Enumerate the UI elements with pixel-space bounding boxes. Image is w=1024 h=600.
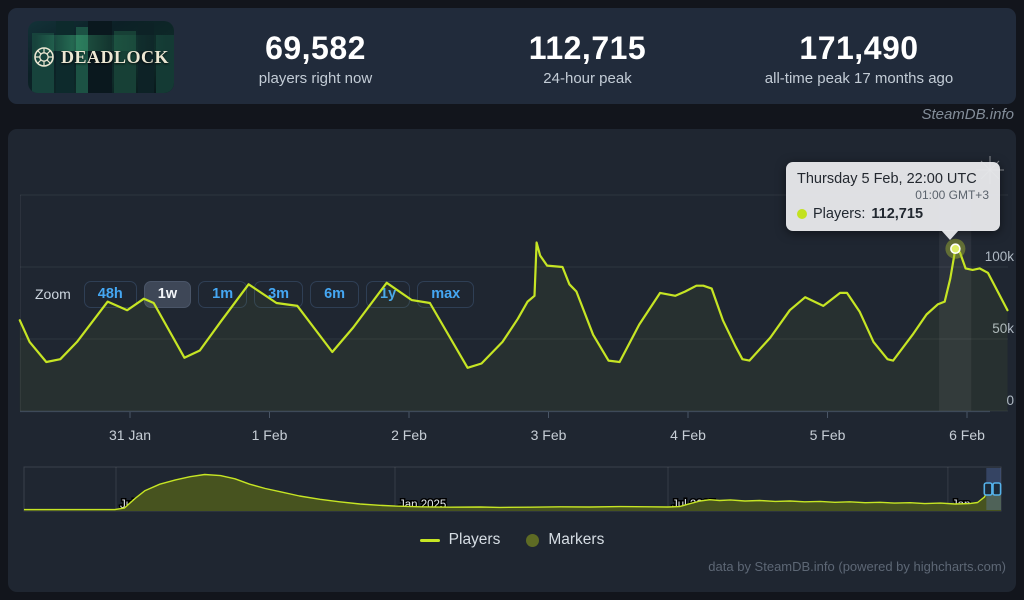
tooltip-pointer bbox=[941, 230, 959, 240]
y-axis-label: 100k bbox=[985, 249, 1015, 264]
zoom-button-6m[interactable]: 6m bbox=[310, 281, 360, 308]
alltime-peak-label: all-time peak 17 months ago bbox=[764, 69, 954, 87]
players-line bbox=[18, 241, 1009, 369]
navigator-handle-left[interactable] bbox=[983, 482, 993, 496]
logo-building bbox=[88, 21, 112, 93]
tooltip-series-dot-icon bbox=[797, 209, 807, 219]
logo-title: DEADLOCK bbox=[60, 46, 169, 67]
y-axis-label: 0 bbox=[1006, 393, 1014, 408]
tooltip-series-label: Players: bbox=[813, 206, 866, 222]
x-axis-label: 31 Jan bbox=[109, 427, 151, 443]
zoom-button-3m[interactable]: 3m bbox=[254, 281, 304, 308]
zoom-button-48h[interactable]: 48h bbox=[83, 281, 137, 308]
x-axis-label: 3 Feb bbox=[531, 427, 567, 443]
legend-players-label: Players bbox=[448, 531, 501, 548]
header-card: DEADLOCK 69,582 players right now 112,71… bbox=[8, 8, 1016, 104]
zoom-label: Zoom bbox=[35, 286, 71, 302]
logo-building bbox=[56, 21, 74, 93]
y-axis-label: 50k bbox=[992, 321, 1014, 336]
current-players-value: 69,582 bbox=[265, 30, 366, 66]
legend-markers-label: Markers bbox=[548, 531, 605, 548]
x-axis-label: 1 Feb bbox=[252, 427, 288, 443]
navigator-handle-right[interactable] bbox=[992, 482, 1002, 496]
x-axis-label: 4 Feb bbox=[670, 427, 706, 443]
zoom-button-1w[interactable]: 1w bbox=[143, 281, 192, 308]
logo-building bbox=[138, 23, 154, 93]
navigator-area bbox=[24, 474, 1001, 511]
chart-legend: Players Markers bbox=[0, 531, 1024, 549]
24h-peak-label: 24-hour peak bbox=[543, 69, 632, 87]
zoom-button-1m[interactable]: 1m bbox=[198, 281, 248, 308]
legend-item-markers[interactable]: Markers bbox=[526, 531, 604, 549]
stat-alltime-peak: 171,490 all-time peak 17 months ago bbox=[724, 30, 994, 87]
zoom-toolbar: Zoom 48h 1w 1m 3m 6m 1y max bbox=[35, 281, 475, 308]
players-line-swatch-icon bbox=[419, 538, 440, 542]
deadlock-emblem-icon bbox=[34, 47, 54, 67]
tooltip-players-value: 112,715 bbox=[871, 206, 924, 222]
logo-building bbox=[114, 31, 136, 93]
current-players-label: players right now bbox=[258, 69, 373, 87]
tooltip-local-time: 01:00 GMT+3 bbox=[915, 188, 989, 202]
tooltip-title: Thursday 5 Feb, 22:00 UTC bbox=[797, 171, 977, 187]
legend-item-players[interactable]: Players bbox=[419, 531, 501, 549]
x-axis-label: 6 Feb bbox=[949, 427, 985, 443]
zoom-button-max[interactable]: max bbox=[417, 281, 475, 308]
logo-building bbox=[32, 33, 54, 93]
zoom-button-1y[interactable]: 1y bbox=[366, 281, 411, 308]
hover-marker bbox=[950, 243, 961, 254]
stat-current-players: 69,582 players right now bbox=[213, 30, 418, 87]
x-axis-label: 5 Feb bbox=[810, 427, 846, 443]
navigator-line bbox=[24, 473, 1002, 511]
x-axis-label: 2 Feb bbox=[391, 427, 427, 443]
24h-peak-value: 112,715 bbox=[528, 30, 647, 66]
markers-circle-swatch-icon bbox=[526, 533, 540, 547]
logo-glow bbox=[28, 35, 174, 51]
logo-building bbox=[156, 35, 174, 93]
alltime-peak-value: 171,490 bbox=[799, 30, 919, 66]
steamdb-watermark: SteamDB.info bbox=[921, 106, 1014, 123]
deadlock-game-capsule[interactable]: DEADLOCK bbox=[28, 21, 174, 93]
chart-credit: data by SteamDB.info (powered by highcha… bbox=[708, 559, 1006, 574]
chart-tooltip: Thursday 5 Feb, 22:00 UTC 01:00 GMT+3 Pl… bbox=[786, 162, 1000, 240]
stat-24h-peak: 112,715 24-hour peak bbox=[485, 30, 690, 87]
